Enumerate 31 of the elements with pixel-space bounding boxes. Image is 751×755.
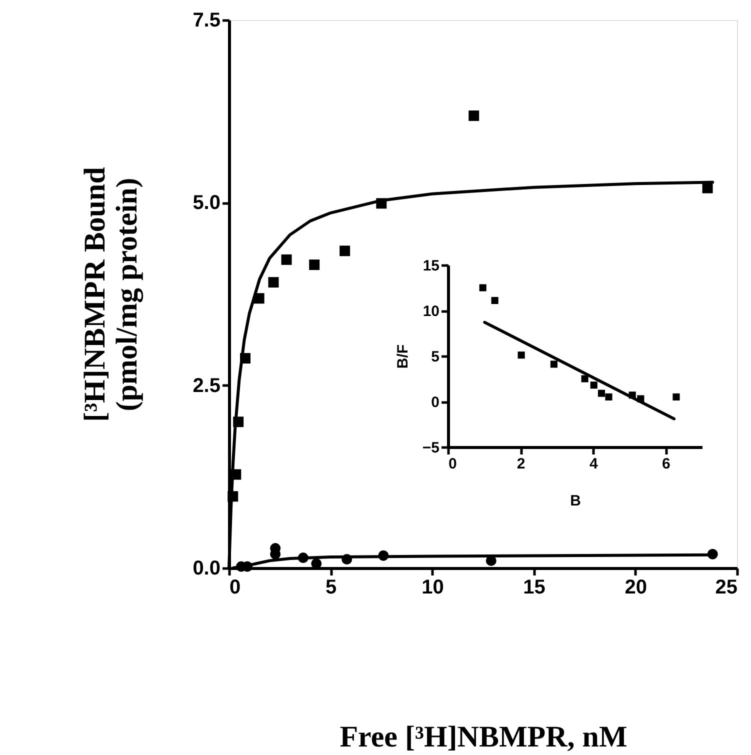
x-tick-label: 2 [516, 456, 526, 472]
y-tick-label: 0 [431, 394, 440, 411]
y-tick-label: 5.0 [192, 192, 220, 214]
point [598, 390, 606, 397]
x-tick-label: 0 [448, 456, 457, 472]
y-axis-title: B/F [394, 344, 412, 369]
y-axis-title: [³H]NBMPR Bound (pmol/mg protein) [78, 166, 144, 422]
y-tick-label: 10 [422, 303, 440, 320]
y-tick-label: −5 [422, 440, 440, 456]
point [491, 296, 498, 304]
point [550, 360, 558, 368]
x-tick-label: 6 [662, 456, 670, 472]
point [590, 382, 598, 389]
x-tick-label: 4 [589, 456, 598, 472]
point [605, 393, 612, 400]
x-tick-label: 25 [715, 576, 738, 598]
x-tick-label: 5 [326, 576, 337, 598]
x-tick-label: 15 [523, 576, 546, 598]
y-tick-label: 2.5 [192, 374, 220, 397]
point [518, 352, 525, 359]
point [581, 375, 588, 382]
x-axis-title: Free [³H]NBMPR, nM [340, 720, 628, 754]
y-tick-label: 7.5 [192, 10, 220, 32]
y-tick-label: 15 [422, 258, 440, 274]
x-tick-label: 20 [624, 576, 648, 598]
y-tick-label: 5 [431, 348, 440, 366]
point [672, 393, 680, 400]
x-axis-title: B [570, 492, 582, 510]
x-tick-label: 0 [230, 576, 241, 598]
y-tick-label: 0.0 [192, 558, 220, 580]
point [479, 284, 486, 292]
